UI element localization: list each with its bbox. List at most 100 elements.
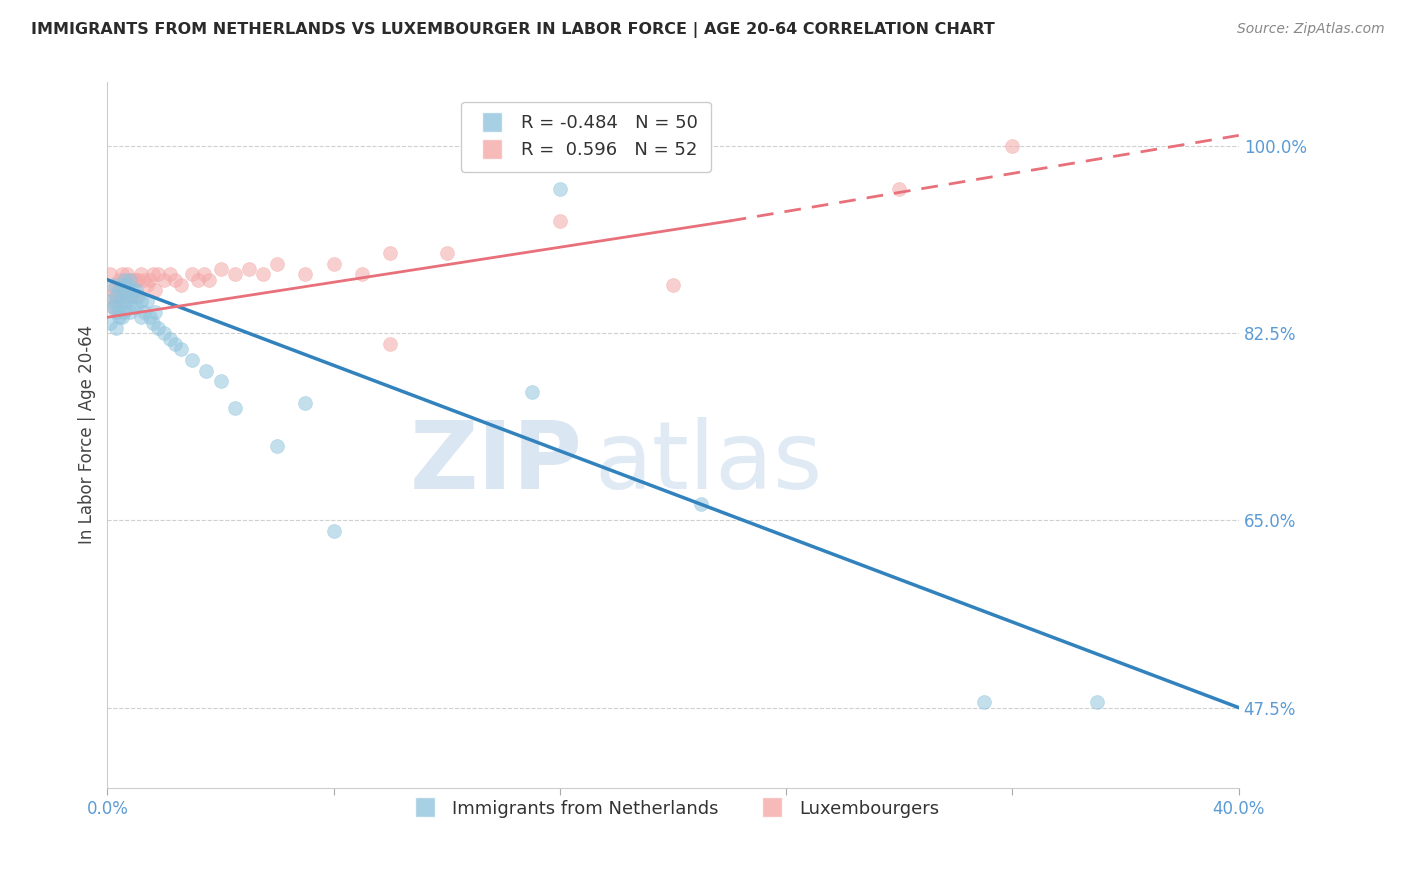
Point — [159, 268, 181, 282]
Point — [115, 284, 138, 298]
Point — [121, 300, 143, 314]
Point — [115, 278, 138, 293]
Point — [107, 289, 129, 303]
Point — [128, 273, 150, 287]
Point — [110, 294, 132, 309]
Point — [131, 310, 153, 325]
Text: atlas: atlas — [593, 417, 823, 509]
Point — [266, 439, 288, 453]
Point — [112, 273, 135, 287]
Text: Source: ZipAtlas.com: Source: ZipAtlas.com — [1237, 22, 1385, 37]
Point — [350, 268, 373, 282]
Point — [889, 182, 911, 196]
Point — [209, 262, 232, 277]
Point — [115, 294, 138, 309]
Point — [181, 353, 204, 368]
Point — [124, 284, 146, 298]
Point — [548, 214, 571, 228]
Point — [142, 268, 165, 282]
Point — [134, 305, 156, 319]
Point — [121, 289, 143, 303]
Point — [145, 284, 167, 298]
Point — [153, 326, 176, 341]
Point — [107, 273, 129, 287]
Point — [110, 278, 132, 293]
Point — [690, 497, 713, 511]
Point — [121, 284, 143, 298]
Point — [294, 396, 316, 410]
Point — [112, 305, 135, 319]
Point — [115, 268, 138, 282]
Y-axis label: In Labor Force | Age 20-64: In Labor Force | Age 20-64 — [79, 326, 96, 544]
Point — [107, 284, 129, 298]
Point — [252, 268, 274, 282]
Point — [124, 289, 146, 303]
Point — [973, 695, 995, 709]
Point — [148, 321, 170, 335]
Point — [118, 289, 141, 303]
Point — [134, 273, 156, 287]
Point — [548, 182, 571, 196]
Legend: Immigrants from Netherlands, Luxembourgers: Immigrants from Netherlands, Luxembourge… — [399, 792, 946, 825]
Point — [145, 305, 167, 319]
Point — [436, 246, 458, 260]
Point — [209, 375, 232, 389]
Point — [104, 305, 127, 319]
Point — [118, 273, 141, 287]
Point — [142, 316, 165, 330]
Point — [101, 300, 124, 314]
Point — [520, 385, 543, 400]
Point — [101, 278, 124, 293]
Point — [98, 316, 121, 330]
Point — [1085, 695, 1108, 709]
Point — [104, 294, 127, 309]
Point — [112, 273, 135, 287]
Point — [101, 284, 124, 298]
Point — [118, 305, 141, 319]
Text: ZIP: ZIP — [409, 417, 582, 509]
Point — [112, 294, 135, 309]
Point — [124, 300, 146, 314]
Point — [112, 289, 135, 303]
Point — [110, 310, 132, 325]
Point — [294, 268, 316, 282]
Point — [104, 289, 127, 303]
Point — [124, 273, 146, 287]
Point — [131, 268, 153, 282]
Point — [380, 337, 402, 351]
Point — [131, 294, 153, 309]
Point — [139, 310, 162, 325]
Point — [159, 332, 181, 346]
Point — [98, 268, 121, 282]
Point — [153, 273, 176, 287]
Point — [104, 321, 127, 335]
Point — [224, 268, 246, 282]
Point — [1001, 139, 1024, 153]
Point — [195, 364, 218, 378]
Point — [662, 278, 685, 293]
Point — [224, 401, 246, 416]
Point — [110, 289, 132, 303]
Point — [193, 268, 215, 282]
Point — [107, 310, 129, 325]
Point — [136, 294, 159, 309]
Point — [98, 294, 121, 309]
Point — [165, 337, 187, 351]
Point — [181, 268, 204, 282]
Point — [98, 289, 121, 303]
Point — [322, 257, 344, 271]
Point — [118, 289, 141, 303]
Point — [104, 278, 127, 293]
Point — [148, 268, 170, 282]
Point — [139, 273, 162, 287]
Point — [107, 300, 129, 314]
Point — [107, 305, 129, 319]
Point — [128, 289, 150, 303]
Point — [170, 343, 193, 357]
Point — [266, 257, 288, 271]
Point — [136, 278, 159, 293]
Point — [121, 273, 143, 287]
Point — [110, 268, 132, 282]
Point — [187, 273, 209, 287]
Point — [118, 273, 141, 287]
